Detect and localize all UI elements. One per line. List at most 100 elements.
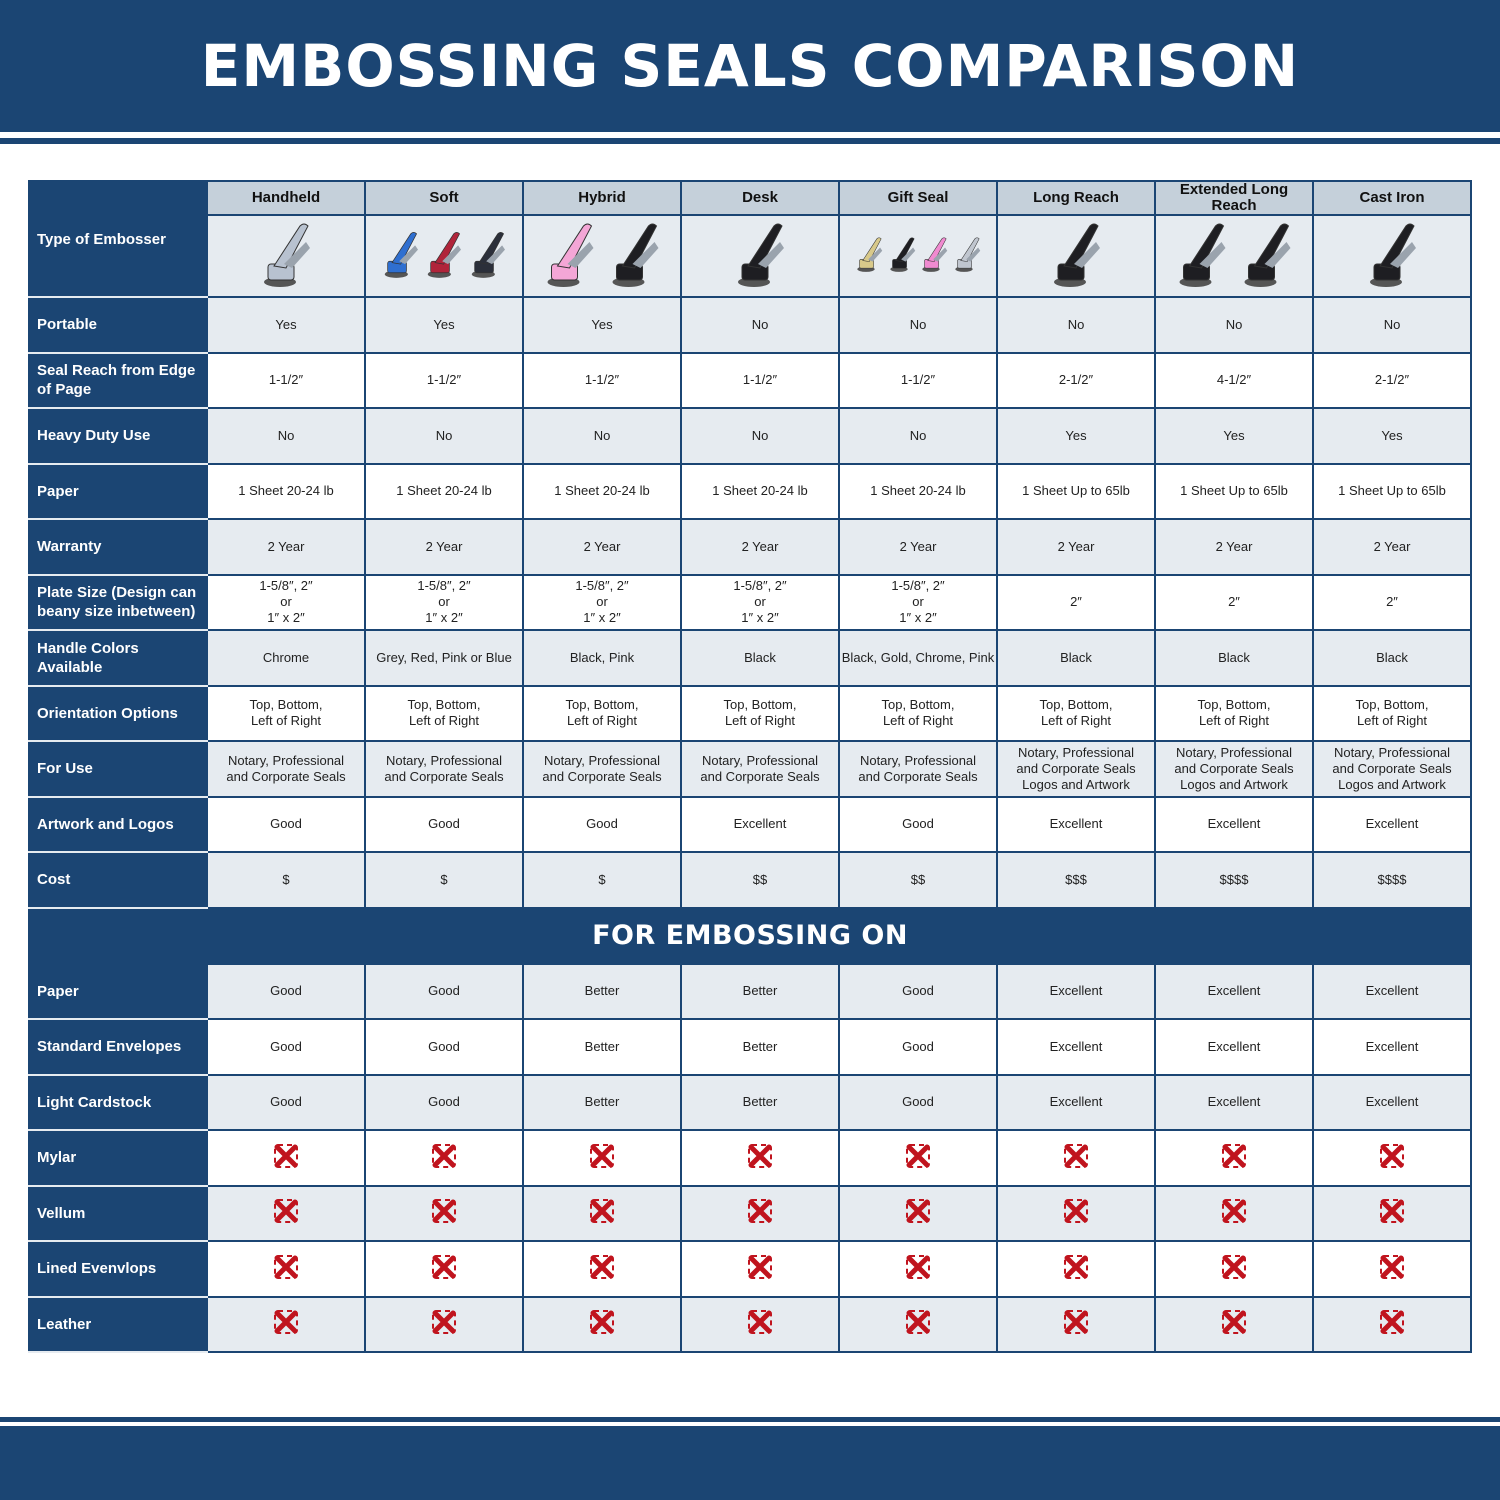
x-icon [432,1143,456,1168]
table-row: Seal Reach from Edge of Page 1-1/2″ 1-1/2″… [28,351,1472,409]
table-row: For Use Notary, Professional and Corporat… [28,740,1472,798]
table-row: Portable Yes Yes Yes No No No No No [28,296,1472,354]
cell-not-supported [996,1295,1156,1353]
cell-extended-long-reach: 2 Year [1154,518,1314,576]
cell-cast-iron: Yes [1312,407,1472,465]
cell-long-reach: No [996,296,1156,354]
product-image-gift-seal [838,214,998,298]
cell-not-supported [364,1184,524,1242]
cell-handheld: 1-5/8″, 2″ or 1″ x 2″ [206,573,366,631]
cell-not-supported [364,1240,524,1298]
x-icon [432,1310,456,1335]
x-icon [748,1254,772,1279]
cell-cast-iron: Notary, Professional and Corporate Seals… [1312,740,1472,798]
cell-hybrid: 1 Sheet 20-24 lb [522,462,682,520]
header-label: Type of Embosser [28,180,208,298]
cell-long-reach: 2-1/2″ [996,351,1156,409]
footer-band [0,1426,1500,1500]
cell-desk: $$ [680,851,840,909]
column-header-extended-long-reach: Extended Long Reach [1154,180,1314,216]
cell-not-supported [1312,1184,1472,1242]
cell-gift-seal: Good [838,795,998,853]
table-row: Plate Size (Design can beany size inbetw… [28,573,1472,631]
cell-not-supported [522,1184,682,1242]
embosser-image [738,223,784,287]
cell-not-supported [1154,1184,1314,1242]
row-label: Paper [28,462,208,520]
cell-not-supported [680,1240,840,1298]
cell-gift-seal: Good [838,962,998,1020]
row-label: Heavy Duty Use [28,407,208,465]
cell-gift-seal: Black, Gold, Chrome, Pink [838,629,998,687]
cell-hybrid: Notary, Professional and Corporate Seals [522,740,682,798]
cell-gift-seal: Top, Bottom, Left of Right [838,684,998,742]
table-row: Paper Good Good Better Better Good Excellent Ex… [28,962,1472,1020]
cell-cast-iron: Excellent [1312,1073,1472,1131]
x-icon [1222,1199,1246,1224]
cell-hybrid: 1-1/2″ [522,351,682,409]
product-image-hybrid [522,214,682,298]
cell-not-supported [522,1129,682,1187]
x-icon [1064,1143,1088,1168]
cell-not-supported [838,1240,998,1298]
cell-extended-long-reach: Excellent [1154,795,1314,853]
cell-extended-long-reach: Excellent [1154,962,1314,1020]
cell-hybrid: 1-5/8″, 2″ or 1″ x 2″ [522,573,682,631]
row-label: Leather [28,1295,208,1353]
cell-gift-seal: 1 Sheet 20-24 lb [838,462,998,520]
cell-long-reach: 2 Year [996,518,1156,576]
cell-not-supported [680,1129,840,1187]
cell-cast-iron: $$$$ [1312,851,1472,909]
cell-soft: 1-5/8″, 2″ or 1″ x 2″ [364,573,524,631]
cell-not-supported [522,1240,682,1298]
x-icon [274,1143,298,1168]
row-label: Plate Size (Design can beany size inbetw… [28,573,208,631]
column-header-hybrid: Hybrid [522,180,682,216]
cell-hybrid: Better [522,1073,682,1131]
cell-desk: No [680,407,840,465]
cell-extended-long-reach: Yes [1154,407,1314,465]
row-label: Vellum [28,1184,208,1242]
cell-hybrid: Top, Bottom, Left of Right [522,684,682,742]
cell-not-supported [206,1240,366,1298]
cell-cast-iron: 2″ [1312,573,1472,631]
cell-long-reach: 1 Sheet Up to 65lb [996,462,1156,520]
embosser-image [547,223,594,287]
x-icon [432,1199,456,1224]
cell-not-supported [680,1184,840,1242]
cell-cast-iron: 2 Year [1312,518,1472,576]
cell-not-supported [680,1295,840,1353]
cell-not-supported [206,1129,366,1187]
cell-not-supported [1312,1129,1472,1187]
x-icon [748,1310,772,1335]
cell-cast-iron: 1 Sheet Up to 65lb [1312,462,1472,520]
cell-not-supported [364,1295,524,1353]
cell-not-supported [1154,1129,1314,1187]
title-banner: EMBOSSING SEALS COMPARISON [0,0,1500,132]
x-icon [906,1254,930,1279]
cell-extended-long-reach: Excellent [1154,1018,1314,1076]
cell-extended-long-reach: $$$$ [1154,851,1314,909]
cell-gift-seal: Good [838,1018,998,1076]
cell-cast-iron: No [1312,296,1472,354]
embosser-image [1244,223,1291,287]
embosser-image [922,237,948,272]
x-icon [1222,1254,1246,1279]
x-icon [432,1254,456,1279]
row-label: Portable [28,296,208,354]
cell-long-reach: Excellent [996,1073,1156,1131]
table-row: Orientation Options Top, Bottom, Left of … [28,684,1472,742]
cell-handheld: 2 Year [206,518,366,576]
x-icon [748,1143,772,1168]
cell-not-supported [206,1295,366,1353]
cell-not-supported [206,1184,366,1242]
table-row: Mylar [28,1129,1472,1187]
row-label: Orientation Options [28,684,208,742]
cell-long-reach: Excellent [996,962,1156,1020]
cell-gift-seal: No [838,407,998,465]
cell-hybrid: Black, Pink [522,629,682,687]
cell-handheld: Top, Bottom, Left of Right [206,684,366,742]
cell-extended-long-reach: Excellent [1154,1073,1314,1131]
cell-handheld: Yes [206,296,366,354]
cell-handheld: 1 Sheet 20-24 lb [206,462,366,520]
